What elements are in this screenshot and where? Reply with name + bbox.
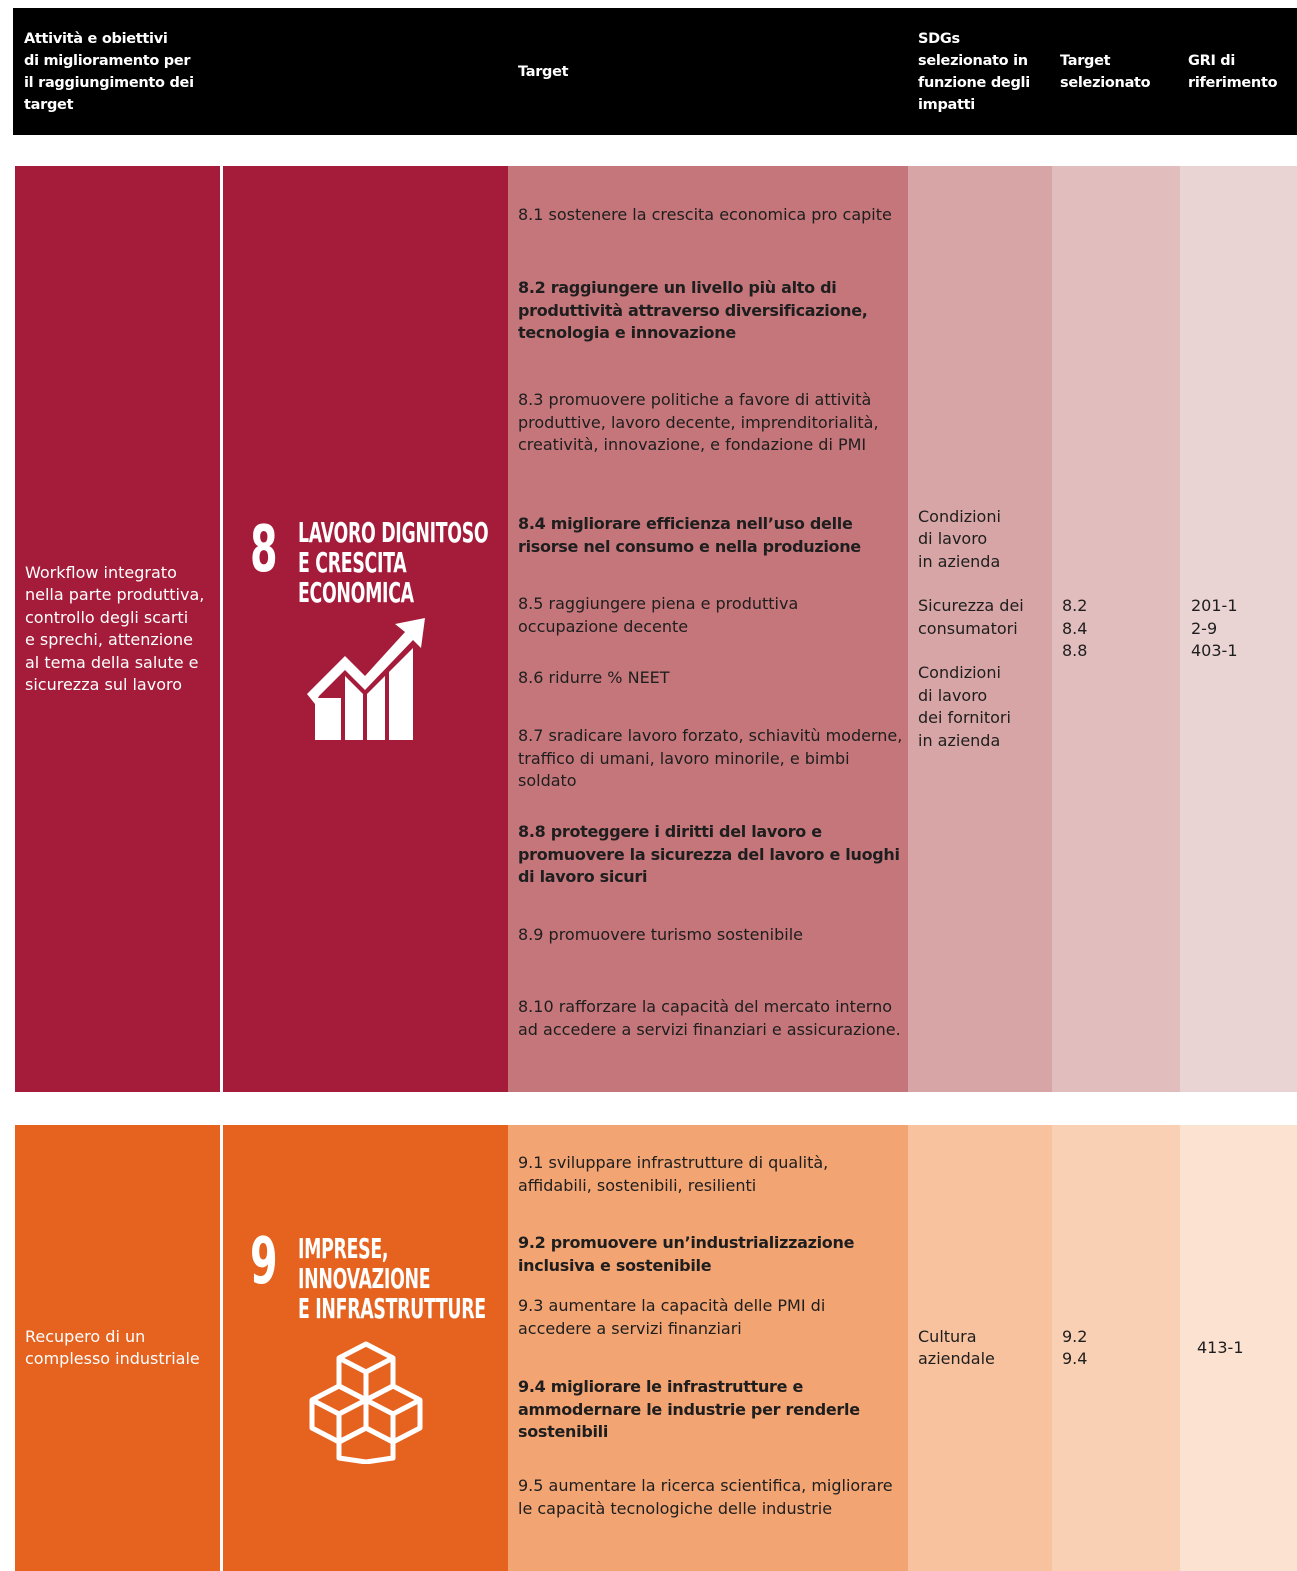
activity-cell: Workflow integrato nella parte produttiva… [15,166,220,1092]
targets-cell: 8.1 sostenere la crescita economica pro … [508,166,908,1092]
impact-item: Condizioni di lavoro dei fornitori in azien… [918,662,1024,752]
impact-item: Condizioni di lavoro in azienda [918,506,1024,574]
target-item: 8.5 raggiungere piena e produttiva occup… [518,594,799,636]
impact-line: di lavoro [918,685,988,705]
table-header: Attività e obiettivi di miglioramento per… [13,8,1297,135]
target-item: 9.1 sviluppare infrastrutture di qualità… [518,1153,829,1195]
sdg-title-line: INNOVAZIONE [298,1262,431,1295]
header-text: GRI di [1188,52,1236,69]
header-text: Attività e obiettivi [24,30,168,47]
sdg9-icon [309,1341,423,1464]
target-item: 8.9 promuovere turismo sostenibile [518,925,803,944]
header-text: SDGs [918,30,960,47]
impacts-list: Condizioni di lavoro in azienda Sicurezza d… [918,166,1024,1092]
selected-target: 8.8 [1062,641,1088,661]
impact-item: Sicurezza dei consumatori [918,595,1024,640]
header-text: il raggiungimento dei [24,74,194,91]
gri-code: 403-1 [1191,641,1238,661]
selected-cell: 9.2 9.4 [1052,1125,1180,1571]
header-cell: Target selezionato [1060,8,1151,135]
activity-text: Recupero di un complesso industriale [25,1125,200,1571]
sdg-title-line: ECONOMICA [298,576,414,609]
header-cell: Target [518,8,569,135]
target-item: 8.2 raggiungere un livello più alto di p… [518,278,868,342]
header-cell: SDGs selezionato in funzione degli impatti [918,8,1030,135]
selected-list: 9.2 9.4 [1062,1125,1087,1571]
impact-line: Condizioni [918,663,1001,683]
impact-line: consumatori [918,618,1018,638]
activity-cell: Recupero di un complesso industriale [15,1125,220,1571]
target-item: 8.4 migliorare efficienza nell’uso delle… [518,514,861,556]
header-text: riferimento [1188,74,1278,91]
target-item: 8.1 sostenere la crescita economica pro … [518,205,892,224]
sdg-title: IMPRESE, INNOVAZIONE E INFRASTRUTTURE [298,1234,486,1324]
sdg-number: 9 [250,1225,278,1299]
header-text: selezionato [1060,74,1151,91]
target-item: 8.8 proteggere i diritti del lavoro e pr… [518,822,900,886]
header-text: target [24,96,74,113]
activity-line: controllo degli scarti [25,607,189,627]
activity-text: Workflow integrato nella parte produttiva… [25,166,204,1092]
header-text: impatti [918,96,975,113]
header-text: Target [1060,52,1111,69]
impact-line: Cultura [918,1326,977,1346]
impact-line: Condizioni [918,506,1001,526]
selected-target: 9.2 [1062,1326,1088,1346]
header-text: selezionato in [918,52,1028,69]
sdg-cell: 8 LAVORO DIGNITOSO E CRESCITA ECONOMICA [223,166,508,1092]
header-cell: GRI di riferimento [1188,8,1278,135]
target-item: 8.10 rafforzare la capacità del mercato … [518,997,901,1039]
impact-line: dei fornitori [918,708,1011,728]
header-text: funzione degli [918,74,1030,91]
target-item: 8.3 promuovere politiche a favore di att… [518,390,879,454]
selected-target: 8.2 [1062,596,1088,616]
activity-line: nella parte produttiva, [25,585,205,604]
activity-line: al tema della salute e [25,652,199,672]
sdg-title-line: LAVORO DIGNITOSO [298,516,489,549]
impacts-cell: Condizioni di lavoro in azienda Sicurezza d… [908,166,1052,1092]
header-text: di miglioramento per [24,52,191,69]
header-cell: Attività e obiettivi di miglioramento per… [24,8,194,135]
gri-list: 413-1 [1197,1125,1244,1571]
target-item: 8.7 sradicare lavoro forzato, schiavitù … [518,726,903,790]
impacts-list: Cultura aziendale [918,1125,995,1571]
activity-line: e sprechi, attenzione [25,630,193,649]
impact-line: Sicurezza dei [918,596,1024,616]
target-item: 9.5 aumentare la ricerca scientifica, mi… [518,1476,893,1518]
impact-item: Cultura aziendale [918,1326,995,1371]
impact-line: di lavoro [918,529,988,549]
gri-code: 413-1 [1197,1337,1244,1357]
target-item: 9.2 promuovere un’industrializzazione in… [518,1233,855,1275]
gri-list: 201-1 2-9 403-1 [1191,166,1238,1092]
selected-list: 8.2 8.4 8.8 [1062,166,1087,1092]
activity-line: Recupero di un [25,1326,146,1346]
impact-line: in azienda [918,730,1001,750]
selected-cell: 8.2 8.4 8.8 [1052,166,1180,1092]
target-item: 8.6 ridurre % NEET [518,668,670,687]
impact-line: in azienda [918,551,1001,571]
sdg-cell: 9 IMPRESE, INNOVAZIONE E INFRASTRUTTURE [223,1125,508,1571]
gri-code: 2-9 [1191,618,1218,638]
activity-line: sicurezza sul lavoro [25,675,183,694]
sdg-title-line: IMPRESE, [298,1232,389,1265]
activity-line: Workflow integrato [25,562,177,582]
target-item: 9.3 aumentare la capacità delle PMI di a… [518,1296,826,1338]
gri-cell: 201-1 2-9 403-1 [1180,166,1297,1092]
sdg-title-line: E CRESCITA [298,546,407,579]
target-item: 9.4 migliorare le infrastrutture e ammod… [518,1377,860,1441]
selected-target: 9.4 [1062,1349,1088,1368]
selected-target: 8.4 [1062,618,1088,638]
header-text: Target [518,63,569,80]
gri-cell: 413-1 [1180,1125,1297,1571]
targets-cell: 9.1 sviluppare infrastrutture di qualità… [508,1125,908,1571]
sdg-number: 8 [250,513,278,587]
sdg-title: LAVORO DIGNITOSO E CRESCITA ECONOMICA [298,516,489,609]
gri-code: 201-1 [1191,596,1238,616]
sdg8-icon [307,618,425,740]
impact-line: aziendale [918,1349,995,1368]
activity-line: complesso industriale [25,1349,200,1368]
impacts-cell: Cultura aziendale [908,1125,1052,1571]
sdg-title-line: E INFRASTRUTTURE [298,1292,486,1325]
